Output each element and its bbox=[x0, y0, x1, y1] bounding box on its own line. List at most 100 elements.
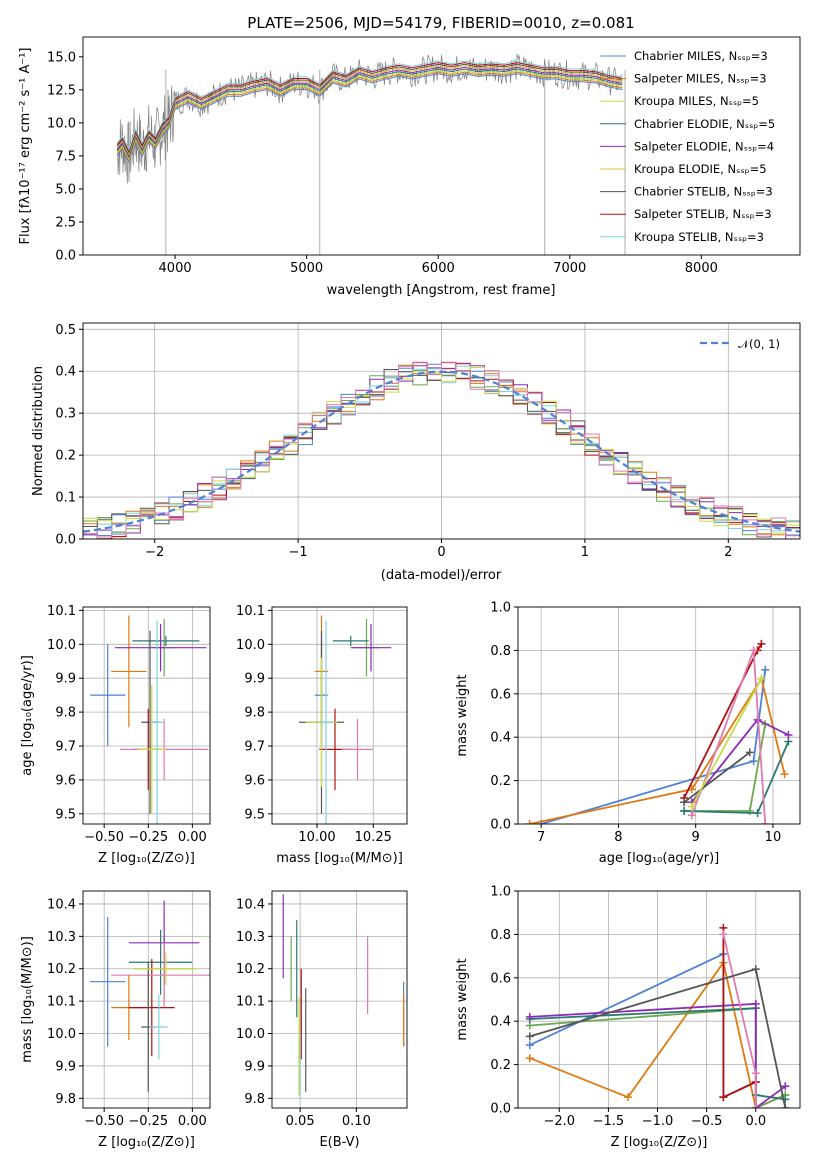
weight-marker bbox=[751, 999, 760, 1008]
weight-marker bbox=[719, 930, 728, 939]
x-axis-label: Z [log₁₀(Z/Z⊙)] bbox=[611, 1135, 708, 1150]
y-tick-label: 10.4 bbox=[47, 897, 76, 912]
y-tick-label: 0.6 bbox=[490, 971, 511, 986]
y-tick-label: 9.9 bbox=[244, 1059, 265, 1074]
model-fit-line bbox=[116, 62, 623, 153]
mass-vs-Z-frame bbox=[82, 890, 211, 1109]
x-axis-label: mass [log₁₀(M/M⊙)] bbox=[276, 851, 403, 866]
x-tick-label: 1 bbox=[581, 545, 589, 560]
spectrum-ticks: 4000 5000 6000 7000 8000 0.0 2.5 5.0 7.5 10.0 12.5… bbox=[47, 50, 718, 276]
y-tick-label: 1.0 bbox=[490, 885, 511, 900]
model-fit-line bbox=[116, 60, 623, 151]
y-tick-label: 0.0 bbox=[55, 533, 76, 548]
x-tick-label: 6000 bbox=[422, 261, 455, 276]
legend-label: Salpeter MILES, Nₛₛₚ=3 bbox=[634, 72, 767, 86]
weight-marker bbox=[525, 820, 534, 824]
weight-marker bbox=[757, 639, 766, 648]
y-tick-label: 0.0 bbox=[55, 249, 76, 264]
y-axis-label: mass [log₁₀(M/M⊙)] bbox=[20, 936, 35, 1063]
y-tick-label: 10.2 bbox=[47, 962, 76, 977]
weight-marker bbox=[680, 806, 689, 815]
y-tick-label: 5.0 bbox=[55, 182, 76, 197]
y-tick-label: 9.9 bbox=[55, 1059, 76, 1074]
legend-label: Kroupa ELODIE, Nₛₛₚ=5 bbox=[634, 162, 767, 176]
y-tick-label: 0.6 bbox=[490, 687, 511, 702]
y-tick-label: 9.9 bbox=[55, 672, 76, 687]
x-tick-label: −0.25 bbox=[128, 830, 168, 845]
mass-weight-vs-age-panel: 7 8 9 10 0.0 0.2 0.4 0.6 0.8 1.0 age [log₁₀(age/yr… bbox=[455, 601, 801, 866]
spectrum-panel: PLATE=2506, MJD=54179, FIBERID=0010, z=0… bbox=[18, 14, 801, 298]
y-tick-label: 10.3 bbox=[236, 930, 265, 945]
y-tick-label: 9.6 bbox=[244, 773, 265, 788]
weight-marker bbox=[525, 1041, 534, 1050]
x-tick-label: 0.10 bbox=[342, 1114, 371, 1129]
age-vs-mass-frame bbox=[271, 606, 408, 825]
y-tick-label: 0.2 bbox=[55, 449, 76, 464]
residual-ticks: −2 −1 0 1 2 0.0 0.1 0.2 0.3 0.4 0.5 bbox=[55, 323, 732, 560]
x-axis-label: Z [log₁₀(Z/Z⊙)] bbox=[98, 851, 195, 866]
weight-marker bbox=[780, 770, 789, 779]
x-tick-label: 7 bbox=[537, 830, 545, 845]
model-fit-line bbox=[116, 68, 623, 159]
x-tick-label: 0.00 bbox=[178, 1114, 207, 1129]
weight-marker bbox=[753, 809, 762, 818]
y-tick-label: 9.9 bbox=[244, 672, 265, 687]
age-vs-mass-marks bbox=[299, 615, 392, 824]
legend-label: 𝒩(0, 1) bbox=[738, 337, 780, 351]
spectrum-xlabel: wavelength [Angstrom, rest frame] bbox=[327, 283, 556, 298]
x-tick-label: 7000 bbox=[553, 261, 586, 276]
weight-marker bbox=[749, 757, 758, 766]
y-tick-label: 0.4 bbox=[490, 1015, 511, 1030]
spectrum-legend: Chabrier MILES, Nₛₛₚ=3 Salpeter MILES, Nₛ… bbox=[600, 49, 775, 244]
y-tick-label: 10.1 bbox=[47, 995, 76, 1010]
residual-steps bbox=[83, 361, 800, 539]
parameter-panels: −0.50 −0.25 0.00 9.5 9.6 9.7 9.8 9.9 10.0 10.1 Z [… bbox=[20, 601, 801, 1150]
mass-weight-vs-age-marks bbox=[525, 639, 793, 824]
weight-marker bbox=[784, 731, 793, 740]
age-vs-Z-panel: −0.50 −0.25 0.00 9.5 9.6 9.7 9.8 9.9 10.0 10.1 Z [… bbox=[20, 604, 211, 866]
y-tick-label: 12.5 bbox=[47, 83, 76, 98]
x-tick-label: −0.50 bbox=[84, 1114, 124, 1129]
spectrum-frame bbox=[82, 36, 801, 256]
weight-line bbox=[691, 678, 763, 808]
x-tick-label: −0.25 bbox=[128, 1114, 168, 1129]
y-tick-label: 9.7 bbox=[244, 740, 265, 755]
residual-xlabel: (data-model)/error bbox=[381, 568, 502, 583]
residual-histogram bbox=[83, 361, 800, 538]
x-tick-label: 5000 bbox=[290, 261, 323, 276]
weight-marker bbox=[751, 1069, 760, 1078]
y-tick-label: 10.4 bbox=[236, 897, 265, 912]
model-fit-line bbox=[116, 66, 623, 158]
y-tick-label: 10.0 bbox=[236, 638, 265, 653]
y-tick-label: 0.4 bbox=[55, 365, 76, 380]
y-tick-label: 15.0 bbox=[47, 50, 76, 65]
y-tick-label: 10.0 bbox=[47, 116, 76, 131]
y-tick-label: 9.7 bbox=[55, 740, 76, 755]
mass-weight-vs-Z-frame bbox=[517, 890, 801, 1109]
x-tick-label: 0.0 bbox=[745, 1114, 766, 1129]
weight-marker bbox=[719, 1093, 728, 1102]
y-tick-label: 10.1 bbox=[236, 604, 265, 619]
y-axis-label: mass weight bbox=[455, 674, 470, 756]
x-tick-label: 8 bbox=[614, 830, 622, 845]
mass-vs-Z-marks bbox=[90, 900, 210, 1092]
x-tick-label: −0.50 bbox=[84, 830, 124, 845]
y-tick-label: 10.3 bbox=[47, 930, 76, 945]
y-axis-label: mass weight bbox=[455, 958, 470, 1040]
mass-vs-Z-panel: −0.50 −0.25 0.00 9.8 9.9 10.0 10.1 10.2 10.3 10.4… bbox=[20, 890, 211, 1150]
weight-marker bbox=[761, 820, 770, 824]
weight-marker bbox=[761, 665, 770, 674]
x-tick-label: 10 bbox=[765, 830, 782, 845]
x-tick-label: 2 bbox=[724, 545, 732, 560]
y-tick-label: 10.0 bbox=[236, 1027, 265, 1042]
gaussian-reference bbox=[83, 370, 800, 533]
y-tick-label: 10.0 bbox=[47, 638, 76, 653]
figure-title: PLATE=2506, MJD=54179, FIBERID=0010, z=0… bbox=[247, 14, 634, 32]
y-tick-label: 9.8 bbox=[244, 1092, 265, 1107]
y-tick-label: 0.2 bbox=[490, 774, 511, 789]
spectrum-plot-area bbox=[116, 53, 626, 255]
weight-line bbox=[683, 751, 751, 804]
age-vs-Z-marks bbox=[90, 615, 209, 824]
legend-label: Chabrier STELIB, Nₛₛₚ=3 bbox=[634, 185, 773, 199]
